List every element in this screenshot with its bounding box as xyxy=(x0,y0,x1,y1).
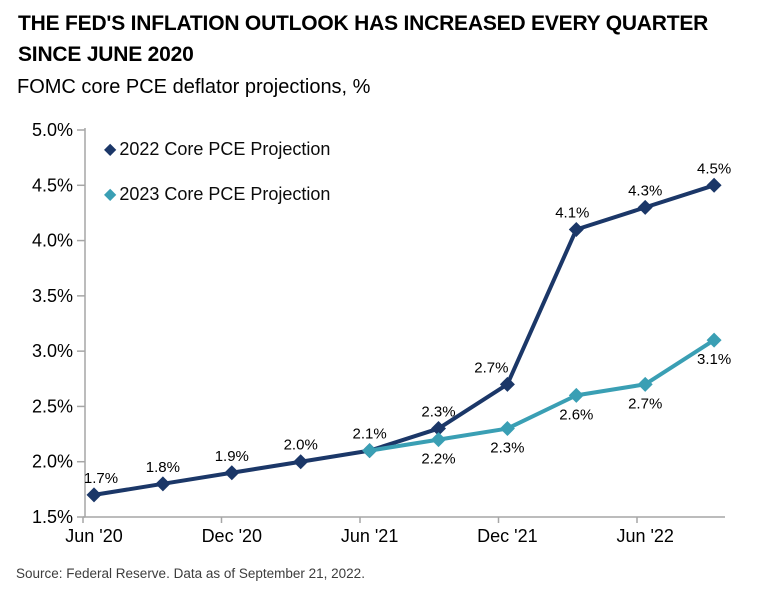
data-label: 1.7% xyxy=(84,470,118,487)
legend-label-2023: 2023 Core PCE Projection xyxy=(119,184,331,204)
data-label: 2.6% xyxy=(559,406,593,423)
data-point-diamond xyxy=(499,421,515,437)
data-label: 1.8% xyxy=(146,459,180,476)
y-tick-label: 4.5% xyxy=(32,175,73,195)
diamond-icon: ◆ xyxy=(104,185,117,203)
x-tick-label: Jun '21 xyxy=(341,526,398,546)
data-label: 2.7% xyxy=(474,359,508,376)
y-tick-label: 2.5% xyxy=(32,396,73,416)
data-label: 1.9% xyxy=(215,448,249,465)
data-label: 2.2% xyxy=(421,451,455,468)
data-label: 3.1% xyxy=(697,351,731,368)
data-point-diamond xyxy=(431,432,446,448)
data-point-diamond xyxy=(499,376,515,392)
data-point-diamond xyxy=(293,454,309,470)
chart-title-line2: SINCE JUNE 2020 xyxy=(18,43,194,66)
y-tick-label: 3.0% xyxy=(32,341,73,361)
data-label: 4.3% xyxy=(628,182,662,199)
data-label: 2.3% xyxy=(421,404,455,421)
line-chart: 1.5% 2.0% 2.5% 3.0% 3.5% 4.0% 4.5% 5.0% Jun '20 D… xyxy=(32,120,731,546)
data-label: 2.1% xyxy=(352,426,386,443)
data-point-diamond xyxy=(224,465,240,481)
data-label: 2.3% xyxy=(490,440,524,457)
y-tick-label: 4.0% xyxy=(32,231,73,251)
y-tick-label: 5.0% xyxy=(32,120,73,140)
data-label: 4.5% xyxy=(697,160,731,177)
chart-title-line1: THE FED'S INFLATION OUTLOOK HAS INCREASE… xyxy=(18,12,709,35)
data-point-diamond xyxy=(706,332,722,348)
data-point-diamond xyxy=(155,476,171,492)
data-label: 2.7% xyxy=(628,395,662,412)
chart-legend: ◆ 2022 Core PCE Projection ◆ 2023 Core P… xyxy=(104,139,330,229)
y-tick-label: 2.0% xyxy=(32,452,73,472)
data-point-diamond xyxy=(706,177,722,193)
legend-label-2022: 2022 Core PCE Projection xyxy=(119,139,331,159)
chart-title: THE FED'S INFLATION OUTLOOK HAS INCREASE… xyxy=(18,8,750,70)
y-tick-label: 3.5% xyxy=(32,286,73,306)
source-note: Source: Federal Reserve. Data as of Sept… xyxy=(16,566,365,581)
legend-item-2022: ◆ 2022 Core PCE Projection xyxy=(104,139,330,160)
data-point-diamond xyxy=(431,421,446,437)
data-point-diamond xyxy=(568,387,584,403)
data-point-diamond xyxy=(362,443,378,459)
data-point-diamond xyxy=(568,222,584,238)
data-label: 2.0% xyxy=(284,437,318,454)
legend-item-2023: ◆ 2023 Core PCE Projection xyxy=(104,184,330,205)
data-label: 4.1% xyxy=(555,205,589,222)
x-tick-label: Dec '20 xyxy=(202,526,262,546)
data-point-diamond xyxy=(637,199,653,215)
series-line-2022 xyxy=(92,183,717,497)
x-tick-label: Jun '22 xyxy=(616,526,673,546)
series-line-2023 xyxy=(367,338,717,453)
diamond-icon: ◆ xyxy=(104,140,117,158)
data-point-diamond xyxy=(86,487,102,503)
x-tick-label: Jun '20 xyxy=(65,526,122,546)
chart-subtitle: FOMC core PCE deflator projections, % xyxy=(17,76,371,98)
data-point-diamond xyxy=(637,376,653,392)
y-tick-label: 1.5% xyxy=(32,507,73,527)
x-tick-label: Dec '21 xyxy=(477,526,537,546)
